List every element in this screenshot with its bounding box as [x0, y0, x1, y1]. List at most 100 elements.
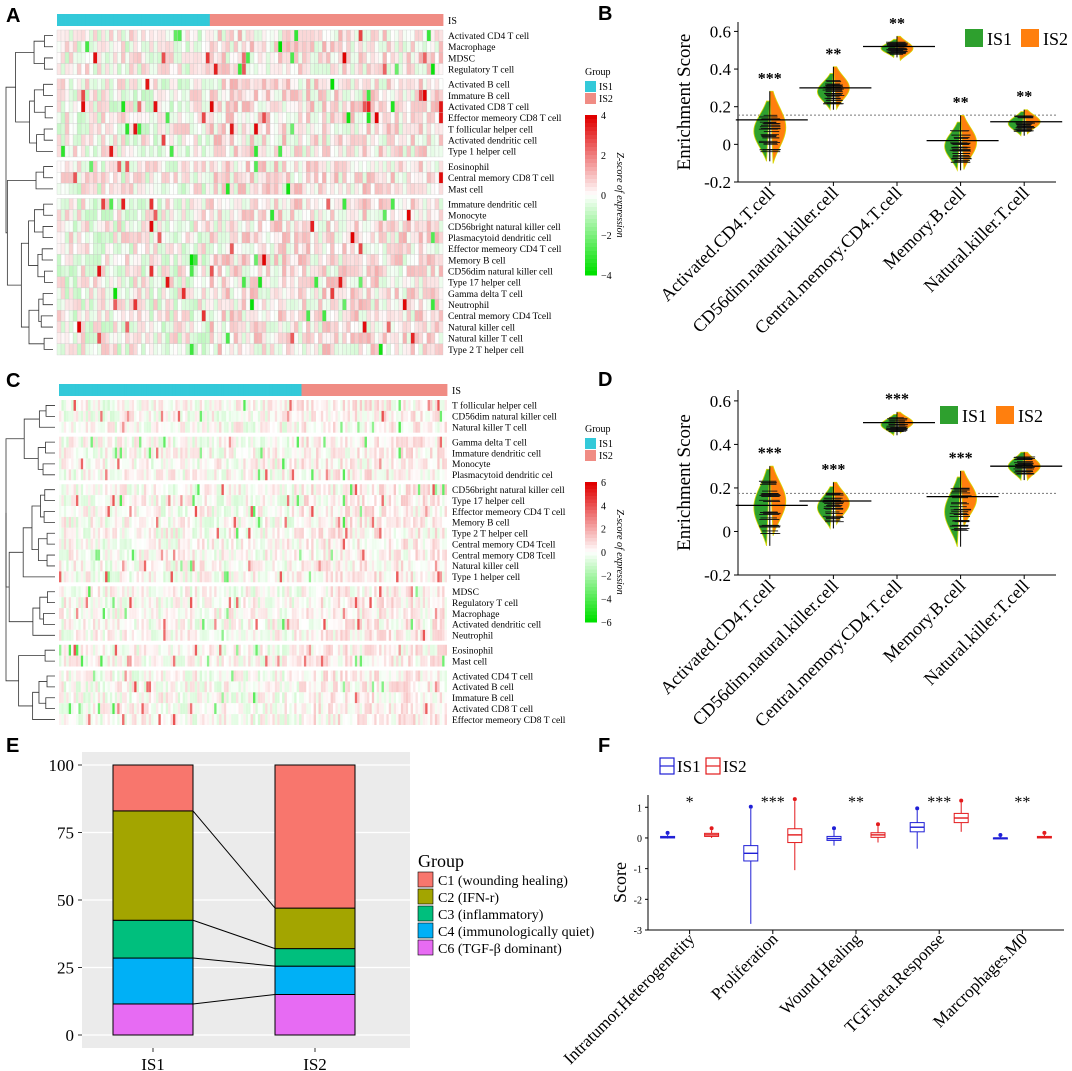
heatmap-cell — [345, 469, 348, 481]
annotation-cell — [334, 14, 339, 26]
heatmap-cell — [414, 183, 420, 195]
heatmap-cell — [382, 89, 387, 102]
heatmap-cell — [197, 198, 202, 210]
heatmap-cell — [201, 276, 206, 289]
heatmap-cell — [290, 209, 295, 222]
heatmap-cell — [391, 410, 394, 422]
heatmap-cell — [201, 78, 206, 91]
heatmap-cell — [209, 198, 214, 210]
heatmap-cell — [253, 506, 256, 517]
heatmap-cell — [217, 52, 223, 64]
heatmap-cell — [255, 421, 258, 433]
heatmap-cell — [402, 198, 407, 210]
heatmap-cell — [434, 447, 438, 459]
heatmap-cell — [119, 469, 123, 481]
heatmap-cell — [145, 52, 150, 64]
colorbar-step — [585, 239, 597, 244]
heatmap-cell — [141, 63, 146, 75]
heatmap-cell — [80, 171, 86, 184]
heatmap-cell — [277, 287, 283, 300]
heatmap-cell — [182, 516, 186, 528]
heatmap-cell — [374, 469, 377, 481]
heatmap-cell — [153, 495, 156, 507]
heatmap-cell — [318, 421, 321, 433]
heatmap-cell — [388, 495, 392, 507]
annotation-cell — [182, 384, 186, 396]
annotation-cell — [107, 384, 111, 396]
heatmap-cell — [279, 484, 283, 496]
heatmap-cell — [189, 400, 193, 411]
heatmap-cell — [391, 436, 394, 448]
heatmap-cell — [257, 145, 263, 158]
heatmap-cell — [80, 160, 86, 173]
heatmap-cell — [141, 495, 144, 507]
heatmap-cell — [369, 516, 372, 528]
heatmap-cell — [430, 112, 436, 124]
heatmap-cell — [56, 254, 62, 266]
heatmap-cell — [68, 495, 72, 507]
heatmap-cell — [379, 421, 382, 433]
heatmap-cell — [303, 436, 307, 448]
heatmap-cell — [202, 421, 205, 433]
heatmap-cell — [209, 41, 214, 53]
heatmap-cell — [204, 458, 207, 470]
heatmap-cell — [213, 310, 218, 322]
heatmap-cell — [59, 410, 62, 422]
heatmap-cell — [141, 41, 146, 53]
heatmap-cell — [391, 447, 394, 459]
heatmap-cell — [402, 78, 407, 91]
heatmap-cell — [398, 52, 403, 64]
heatmap-cell — [245, 145, 251, 158]
heatmap-cell — [398, 421, 401, 433]
heatmap-cell — [274, 484, 278, 496]
heatmap-cell — [426, 29, 432, 42]
heatmap-cell — [434, 171, 440, 184]
heatmap-cell — [350, 265, 355, 277]
heatmap-cell — [165, 145, 170, 158]
heatmap-cell — [153, 469, 156, 481]
heatmap-cell — [382, 220, 387, 233]
heatmap-cell — [291, 447, 295, 459]
heatmap-cell — [382, 287, 387, 300]
heatmap-cell — [318, 171, 323, 184]
heatmap-cell — [318, 458, 321, 470]
heatmap-cell — [430, 160, 436, 173]
heatmap-cell — [338, 78, 343, 91]
heatmap-cell — [226, 484, 229, 496]
heatmap-cell — [322, 171, 327, 184]
heatmap-cell — [175, 506, 178, 517]
heatmap-cell — [318, 276, 323, 289]
heatmap-cell — [269, 276, 275, 289]
heatmap-cell — [217, 298, 223, 311]
heatmap-cell — [313, 484, 317, 496]
heatmap-cell — [342, 231, 347, 244]
heatmap-cell — [173, 332, 178, 344]
heatmap-cell — [221, 506, 224, 517]
heatmap-cell — [161, 321, 166, 333]
heatmap-cell — [202, 495, 205, 507]
heatmap-cell — [249, 254, 255, 266]
heatmap-cell — [213, 123, 218, 135]
heatmap-cell — [113, 343, 118, 356]
heatmap-cell — [93, 321, 98, 333]
heatmap-row-label: CD56bright natural killer cell — [448, 223, 561, 233]
heatmap-cell — [410, 506, 414, 517]
heatmap-cell — [165, 287, 170, 300]
heatmap-cell — [213, 332, 218, 344]
heatmap-cell — [117, 265, 122, 277]
heatmap-cell — [97, 243, 102, 255]
heatmap-cell — [72, 183, 78, 195]
heatmap-cell — [398, 447, 401, 459]
heatmap-cell — [145, 78, 150, 91]
annotation-cell — [301, 384, 305, 396]
heatmap-cell — [237, 52, 243, 64]
heatmap-cell — [105, 123, 110, 135]
heatmap-cell — [403, 447, 406, 459]
heatmap-cell — [245, 183, 251, 195]
heatmap-cell — [358, 52, 363, 64]
heatmap-cell — [80, 332, 86, 344]
heatmap-cell — [245, 458, 249, 470]
heatmap-cell — [151, 516, 154, 528]
heatmap-cell — [201, 310, 206, 322]
heatmap-cell — [193, 254, 198, 266]
